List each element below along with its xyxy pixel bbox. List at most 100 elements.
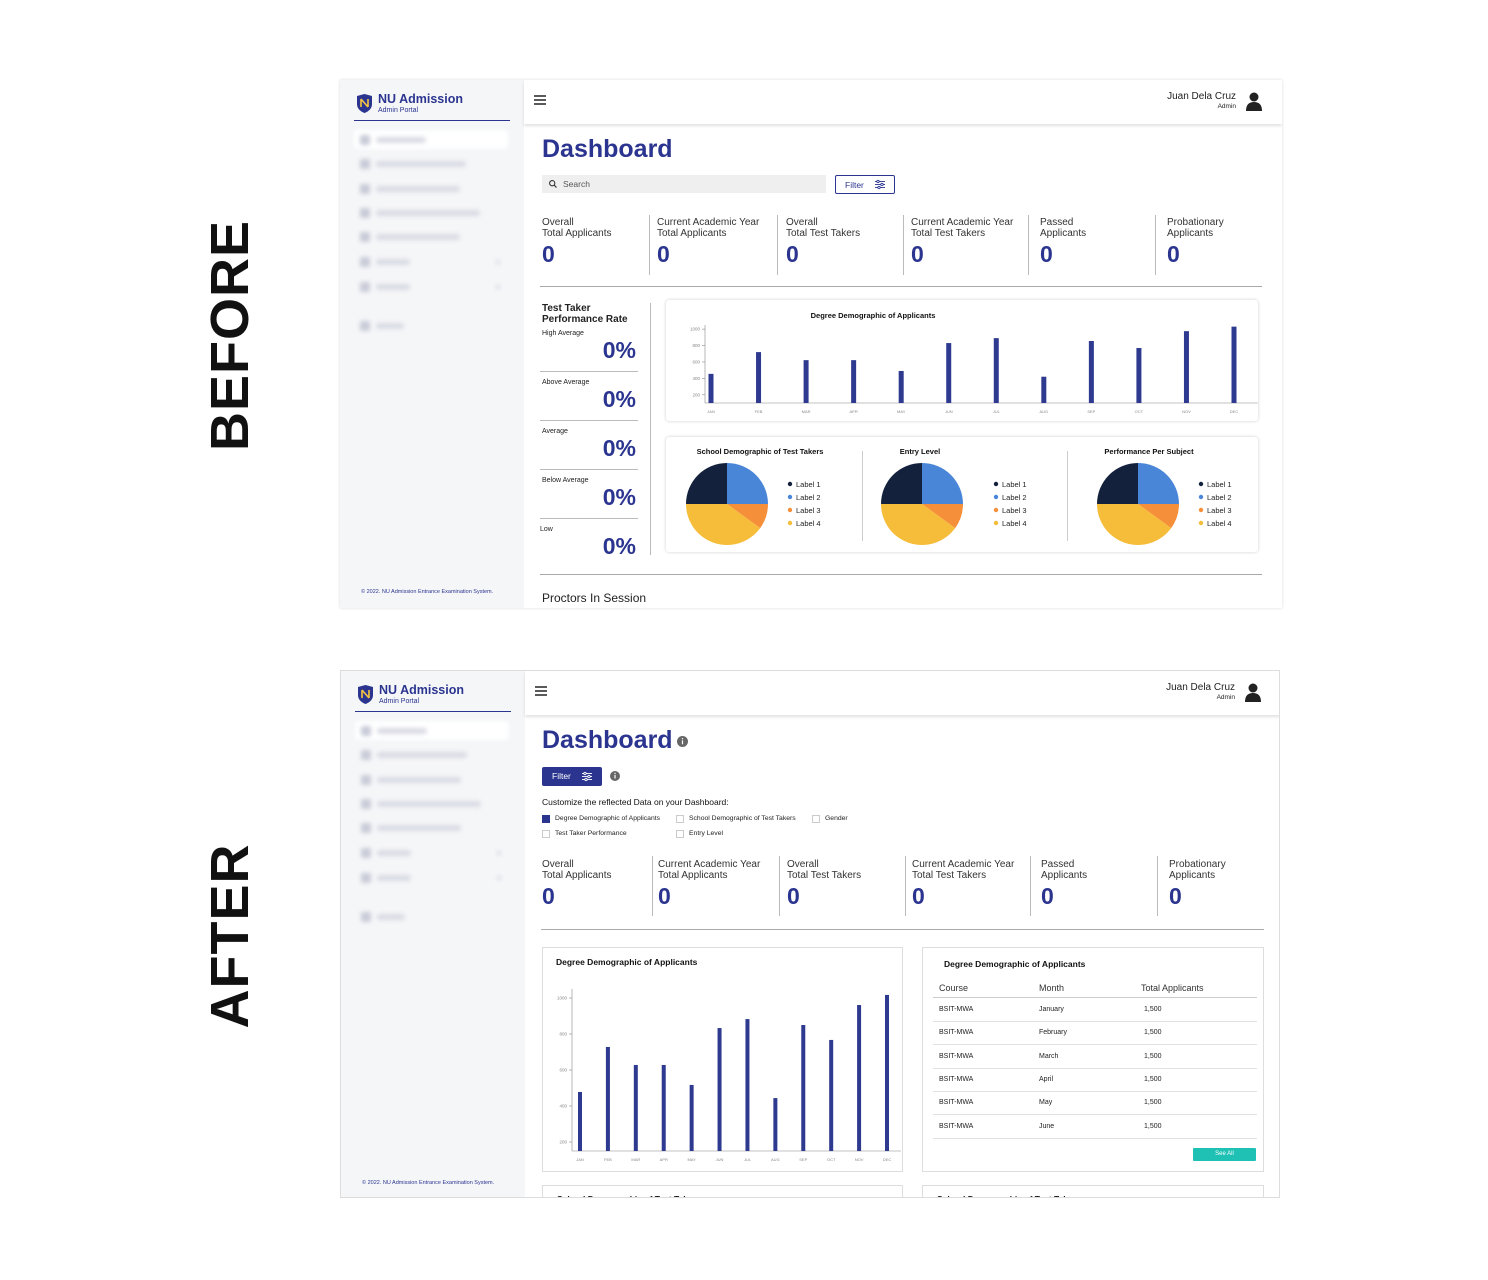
- performance-label: Below Average: [542, 477, 589, 484]
- sidebar-menu: [340, 80, 524, 380]
- pie-slice: [1138, 463, 1179, 504]
- performance-label: Average: [542, 428, 568, 435]
- stat-label: Probationary: [1169, 859, 1226, 870]
- bar: [803, 360, 809, 403]
- see-all-button[interactable]: See All: [1193, 1148, 1256, 1161]
- menu-text: [376, 210, 480, 216]
- y-tick-label: 400: [692, 376, 700, 381]
- bar: [898, 370, 904, 403]
- legend-swatch: [787, 507, 793, 513]
- divider: [905, 856, 906, 916]
- stat-label: Overall: [786, 217, 818, 228]
- x-tick-label: JAN: [576, 1157, 584, 1162]
- footer: © 2022. NU Admission Entrance Examinatio…: [361, 589, 494, 595]
- bar: [708, 373, 714, 403]
- filter-icon: [582, 771, 592, 782]
- bar-chart: 200 400 600 800 1000 JAN FEB MAR APR MAY JUN JUL AUG…: [690, 325, 1258, 414]
- performance-label: Above Average: [542, 379, 590, 386]
- x-tick-label: MAR: [802, 409, 811, 414]
- x-tick-label: JUN: [716, 1157, 724, 1162]
- stat-label: Total Test Takers: [912, 870, 987, 881]
- menu-icon: [360, 321, 370, 331]
- brand-subtitle: Admin Portal: [378, 107, 419, 114]
- filter-icon-knob: [583, 771, 587, 776]
- performance-value: 0%: [602, 386, 636, 412]
- brand: NU Admission: [379, 683, 464, 697]
- x-tick-label: DEC: [883, 1157, 892, 1162]
- bar: [1231, 326, 1237, 403]
- table-cell: BSIT-MWA: [939, 1006, 974, 1013]
- checkbox-label: School Demographic of Test Takers: [689, 815, 796, 822]
- table-cell: 1,500: [1144, 1075, 1162, 1083]
- menu-text: [377, 752, 467, 758]
- x-tick-label: APR: [850, 409, 858, 414]
- checkbox[interactable]: [812, 815, 820, 823]
- topbar: Juan Dela Cruz Admin: [524, 80, 1282, 124]
- section-title: Proctors In Session: [542, 591, 647, 605]
- bar: [851, 360, 857, 403]
- legend-swatch: [993, 494, 999, 500]
- legend-swatch: [993, 481, 999, 487]
- x-tick-label: AUG: [1039, 409, 1048, 414]
- table-title: Degree Demographic of Applicants: [944, 959, 1086, 969]
- x-tick-label: JUL: [744, 1157, 752, 1162]
- table-cell: 1,500: [1144, 1052, 1162, 1060]
- y-tick-label: 200: [559, 1140, 567, 1145]
- stat-value: 0: [911, 241, 924, 267]
- brand: NU Admission: [378, 92, 463, 106]
- menu-text: [377, 777, 461, 783]
- pie-slice: [922, 463, 963, 504]
- menu-text: [377, 914, 405, 920]
- divider: [541, 929, 1264, 930]
- menu-icon: [360, 159, 370, 169]
- x-tick-label: SEP: [799, 1157, 807, 1162]
- topbar: Juan Dela Cruz Admin: [525, 671, 1279, 715]
- menu-text: [376, 186, 460, 192]
- menu-icon: [360, 232, 370, 242]
- pie-card: School Demographic of Test Takers Label 1…: [666, 437, 1258, 552]
- bar-chart: 200 400 600 800 1000 JAN FEB MAR APR MAY JUN JUL AUG…: [557, 989, 901, 1162]
- y-tick-label: 1000: [690, 327, 701, 332]
- legend-swatch: [1198, 507, 1204, 513]
- checkbox[interactable]: [542, 830, 550, 838]
- sidebar: NU Admission Admin Portal © 2022. NU Admis…: [341, 671, 525, 1197]
- legend-swatch: [787, 481, 793, 487]
- divider: [650, 303, 651, 555]
- legend-label: Label 3: [796, 506, 821, 515]
- pie-slice: [1097, 463, 1138, 504]
- y-tick-label: 1000: [557, 996, 568, 1001]
- menu-icon: [361, 873, 371, 883]
- menu-icon: [361, 726, 371, 736]
- bar: [1136, 347, 1142, 403]
- divider: [933, 1021, 1257, 1022]
- checkbox[interactable]: [676, 815, 684, 823]
- checkbox[interactable]: [676, 830, 684, 838]
- x-tick-label: MAY: [687, 1157, 696, 1162]
- bar: [756, 352, 762, 403]
- filter-button[interactable]: Filter: [542, 767, 602, 786]
- filter-label: Filter: [845, 180, 864, 190]
- pie-slice: [881, 504, 956, 545]
- table-cell: January: [1039, 1006, 1064, 1013]
- filter-button[interactable]: Filter: [835, 175, 895, 194]
- menu-icon: [360, 184, 370, 194]
- menu-icon: [361, 912, 371, 922]
- avatar: [1246, 92, 1262, 111]
- x-tick-label: JAN: [707, 409, 715, 414]
- divider: [933, 997, 1257, 998]
- bar: [773, 1098, 778, 1151]
- stat-value: 0: [1041, 883, 1054, 909]
- divider: [652, 856, 653, 916]
- divider: [540, 469, 638, 470]
- bar: [717, 1028, 722, 1151]
- table-header: Course: [939, 983, 969, 993]
- performance-value: 0%: [602, 484, 636, 510]
- checkbox[interactable]: [542, 815, 550, 823]
- table-card: Degree Demographic of Applicants Course Mo…: [922, 947, 1264, 1172]
- divider: [933, 1114, 1257, 1116]
- stat-label: Total Applicants: [542, 870, 612, 881]
- sidebar: NU Admission Admin Portal © 2022. NU Admis…: [340, 80, 524, 608]
- x-tick-label: OCT: [1135, 409, 1144, 414]
- table-cell: 1,500: [1144, 1029, 1162, 1037]
- info-icon-dot: [614, 772, 616, 775]
